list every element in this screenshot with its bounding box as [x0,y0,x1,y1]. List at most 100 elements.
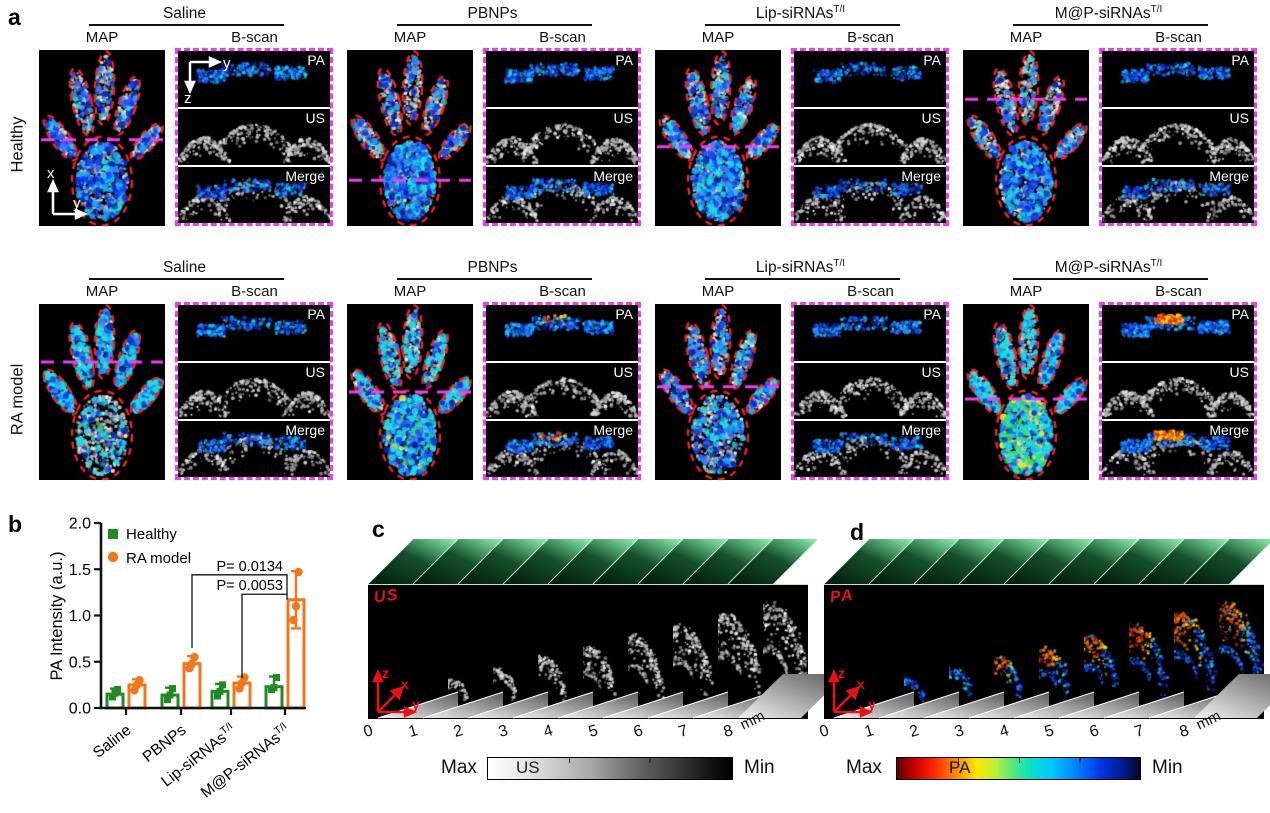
bscan-subimage-label: PA [923,52,941,68]
group-name: PBNPs [467,5,518,23]
stack-slice [368,584,448,719]
group-name: Lip-siRNAs [755,5,834,23]
data-point [219,681,226,689]
bscan-column-label: B-scan [847,29,894,46]
data-point [289,615,298,625]
map-image-frame [39,304,165,480]
data-point [270,684,278,692]
slice-top-face [548,539,638,584]
us-colorbar-max-label: Max [441,757,477,778]
bscan-us-image [178,363,330,419]
data-point [291,602,301,611]
x-category-label: M@P-siRNAsT/I [197,720,294,802]
map-column-label: MAP [85,283,119,300]
data-point [166,691,174,699]
map-column-label: MAP [1009,283,1043,300]
map-image-frame [963,50,1089,226]
slice-top-face [1139,539,1229,584]
map-image [655,50,781,226]
treatment-group: M@P-siRNAsT/I MAP B-scan PA US Merge [956,4,1262,236]
us-colorbar-title: US [516,758,540,777]
stack-top-faces [367,538,818,585]
map-image [963,304,1089,480]
map-image-frame [347,304,473,480]
colorbar-tick [1018,758,1020,763]
bscan-subimage-label: US [613,110,633,126]
slice-top-face [914,539,1004,584]
map-image [655,304,781,480]
bscan-panel: PA US Merge [483,48,641,226]
bscan-subimage: Merge [486,167,638,223]
slice-top-face [683,539,773,584]
slice-top-face [1094,539,1184,584]
stack-modality-label: US [372,586,401,607]
bscan-subimage: PA [794,51,946,107]
bscan-subimage: Merge [178,167,330,223]
bscan-subimage: PA [486,305,638,361]
significance-bracket [241,593,287,679]
pa-colorbar-min-label: Min [1152,757,1183,778]
p-value-label: P= 0.0134 [216,559,283,575]
bscan-column-label: B-scan [847,283,894,300]
stack-top-faces [823,538,1270,585]
bscan-pa-image [794,51,946,107]
axis-letter: x [401,676,409,692]
panel-letter-a: a [8,4,21,30]
data-point [190,652,199,662]
bscan-merge-image [794,167,946,223]
y-axis-title: PA Intensity (a.u.) [48,551,66,680]
bscan-subimage-label: PA [307,306,325,322]
treatment-group: PBNPs MAP B-scan PA US Merge [340,4,646,236]
bscan-pa-image [486,51,638,107]
bscan-merge-image [486,421,638,477]
bscan-subimage-label: PA [923,306,941,322]
bscan-merge-image [486,167,638,223]
axis-letter: y [868,696,876,712]
slice-top-face [413,539,503,584]
group-title: Saline [77,4,292,23]
map-column-label: MAP [393,29,427,46]
y-tick-label: 1.0 [69,608,91,625]
bscan-subimage: US [178,363,330,419]
bscan-subimage: PA [794,305,946,361]
bscan-subimage: Merge [178,421,330,477]
data-point [109,693,116,701]
bscan-column-label: B-scan [231,29,278,46]
axis-letter: z [382,665,389,681]
group-title: PBNPs [385,4,600,23]
treatment-group: Saline MAP B-scan x y PA y z US Merge [32,4,338,236]
p-value-label: P= 0.0053 [216,578,283,594]
bscan-subimage: PA y z [178,51,330,107]
bscan-subimage-label: US [1229,364,1249,380]
bscan-subimage-label: PA [615,306,633,322]
us-bscan-stack: z x y US 0 1 2 3 4 5 6 7 8 mm [362,528,846,750]
bscan-us-image [486,363,638,419]
bscan-pa-image [178,305,330,361]
group-name: M@P-siRNAs [1054,259,1151,277]
bscan-subimage-label: Merge [1209,168,1249,184]
map-column-label: MAP [701,283,735,300]
map-image [347,304,473,480]
slice-top-face [869,539,959,584]
bscan-subimage-label: US [305,364,325,380]
slice-top-face [593,539,683,584]
bscan-us-image [178,109,330,165]
bscan-subimage-label: US [1229,110,1249,126]
bscan-subimage-label: Merge [285,168,325,184]
bscan-subimage-label: Merge [1209,422,1249,438]
group-title: Saline [77,258,292,277]
group-underline [397,24,592,26]
stack-axis-arrows [828,668,874,718]
treatment-group: Lip-siRNAsT/I MAP B-scan PA US Merge [648,4,954,236]
bscan-subimage-label: US [921,364,941,380]
data-point [273,673,280,681]
group-title: PBNPs [385,258,600,277]
bscan-subimage: Merge [1102,167,1254,223]
bscan-subimage: US [1102,363,1254,419]
bscan-subimage-label: Merge [593,168,633,184]
bscan-subimage: Merge [486,421,638,477]
slice-top-face [1184,539,1270,584]
slice-top-face [1049,539,1139,584]
group-name-superscript: T/I [833,258,846,269]
bscan-us-image [1102,109,1254,165]
